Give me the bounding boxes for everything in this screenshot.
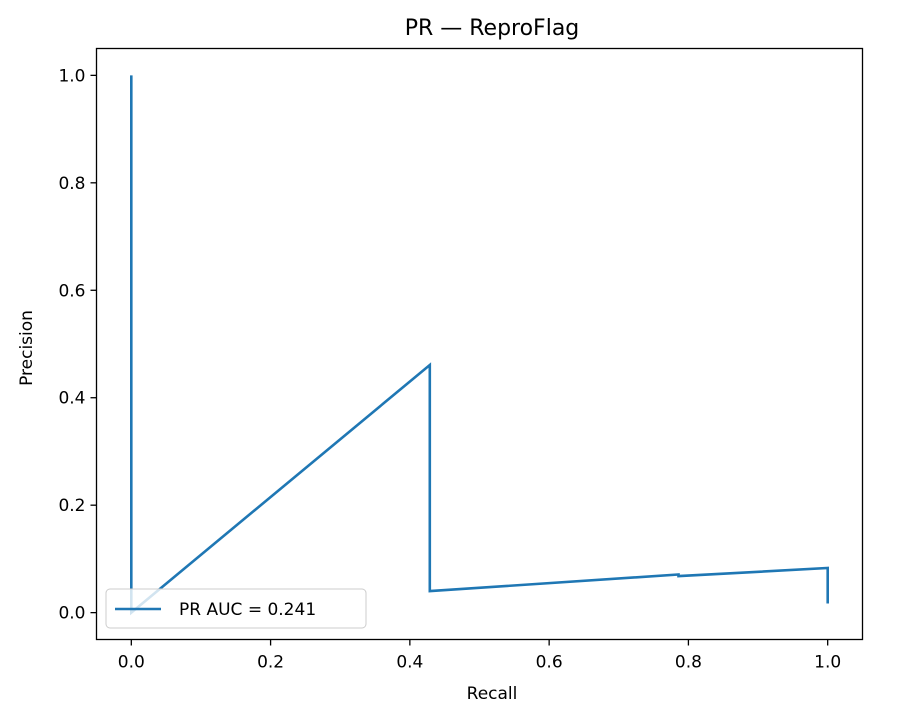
x-axis-label: Recall — [467, 684, 518, 704]
legend: PR AUC = 0.241 — [105, 588, 367, 629]
legend-label: PR AUC = 0.241 — [179, 600, 316, 620]
plot-area — [130, 75, 830, 616]
y-axis: 0.0 0.2 0.4 0.6 0.8 1.0 — [58, 66, 97, 624]
chart-title: PR — ReproFlag — [405, 16, 580, 41]
y-tick-label: 0.4 — [58, 389, 85, 409]
x-axis: 0.0 0.2 0.4 0.6 0.8 1.0 — [118, 639, 841, 673]
y-axis-label: Precision — [17, 310, 37, 386]
y-tick-label: 0.2 — [58, 496, 85, 516]
x-tick-label: 0.8 — [675, 653, 702, 673]
x-tick-label: 1.0 — [814, 653, 841, 673]
legend-box — [105, 588, 367, 629]
x-tick-label: 0.2 — [257, 653, 284, 673]
series-line-0 — [130, 75, 830, 616]
y-tick-label: 1.0 — [58, 66, 85, 86]
x-tick-label: 0.4 — [396, 653, 423, 673]
y-tick-label: 0.6 — [58, 281, 85, 301]
x-tick-label: 0.6 — [536, 653, 563, 673]
y-tick-label: 0.0 — [58, 604, 85, 624]
plot-frame — [95, 47, 864, 641]
y-tick-label: 0.8 — [58, 174, 85, 194]
x-tick-label: 0.0 — [118, 653, 145, 673]
